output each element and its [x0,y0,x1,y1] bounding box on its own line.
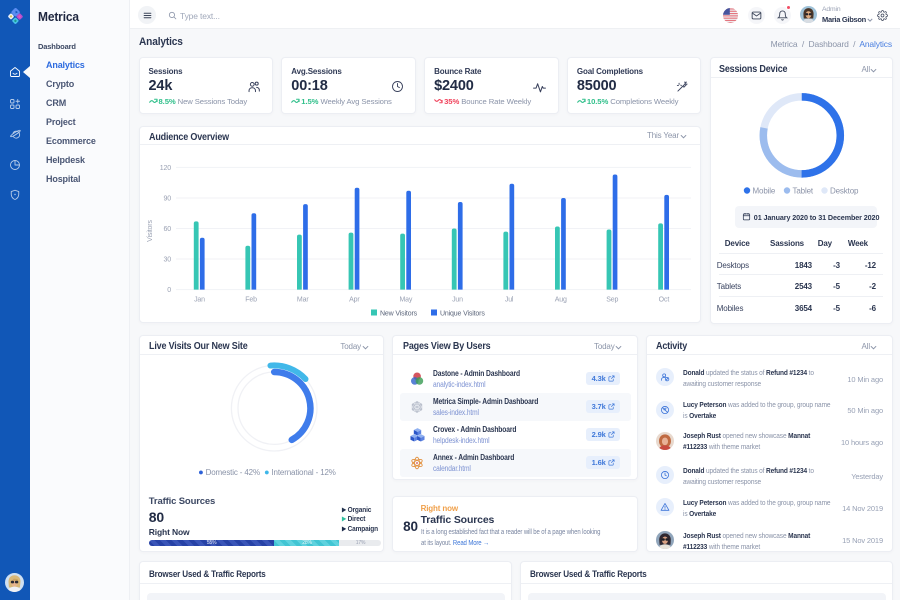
svg-text:Aug: Aug [554,297,566,304]
svg-text:Unique Visitors: Unique Visitors [440,311,485,318]
svg-text:60: 60 [163,226,171,233]
svg-text:Visitors: Visitors [147,220,154,242]
svg-text:Tablet: Tablet [792,187,813,196]
svg-text:Mobile: Mobile [752,187,775,196]
svg-text:0: 0 [167,287,171,294]
svg-text:Sep: Sep [606,297,618,304]
svg-text:Jun: Jun [452,297,463,304]
svg-text:120: 120 [159,165,170,172]
svg-text:Desktop: Desktop [830,187,859,196]
svg-text:New Visitors: New Visitors [380,311,418,318]
svg-text:May: May [399,297,412,304]
svg-text:Jul: Jul [504,297,513,304]
svg-text:Jan: Jan [194,297,205,304]
svg-text:Mar: Mar [296,297,308,304]
svg-text:Feb: Feb [245,297,257,304]
svg-text:Apr: Apr [349,297,360,304]
svg-text:Oct: Oct [658,297,669,304]
svg-text:30: 30 [163,257,171,264]
svg-text:90: 90 [163,196,171,203]
